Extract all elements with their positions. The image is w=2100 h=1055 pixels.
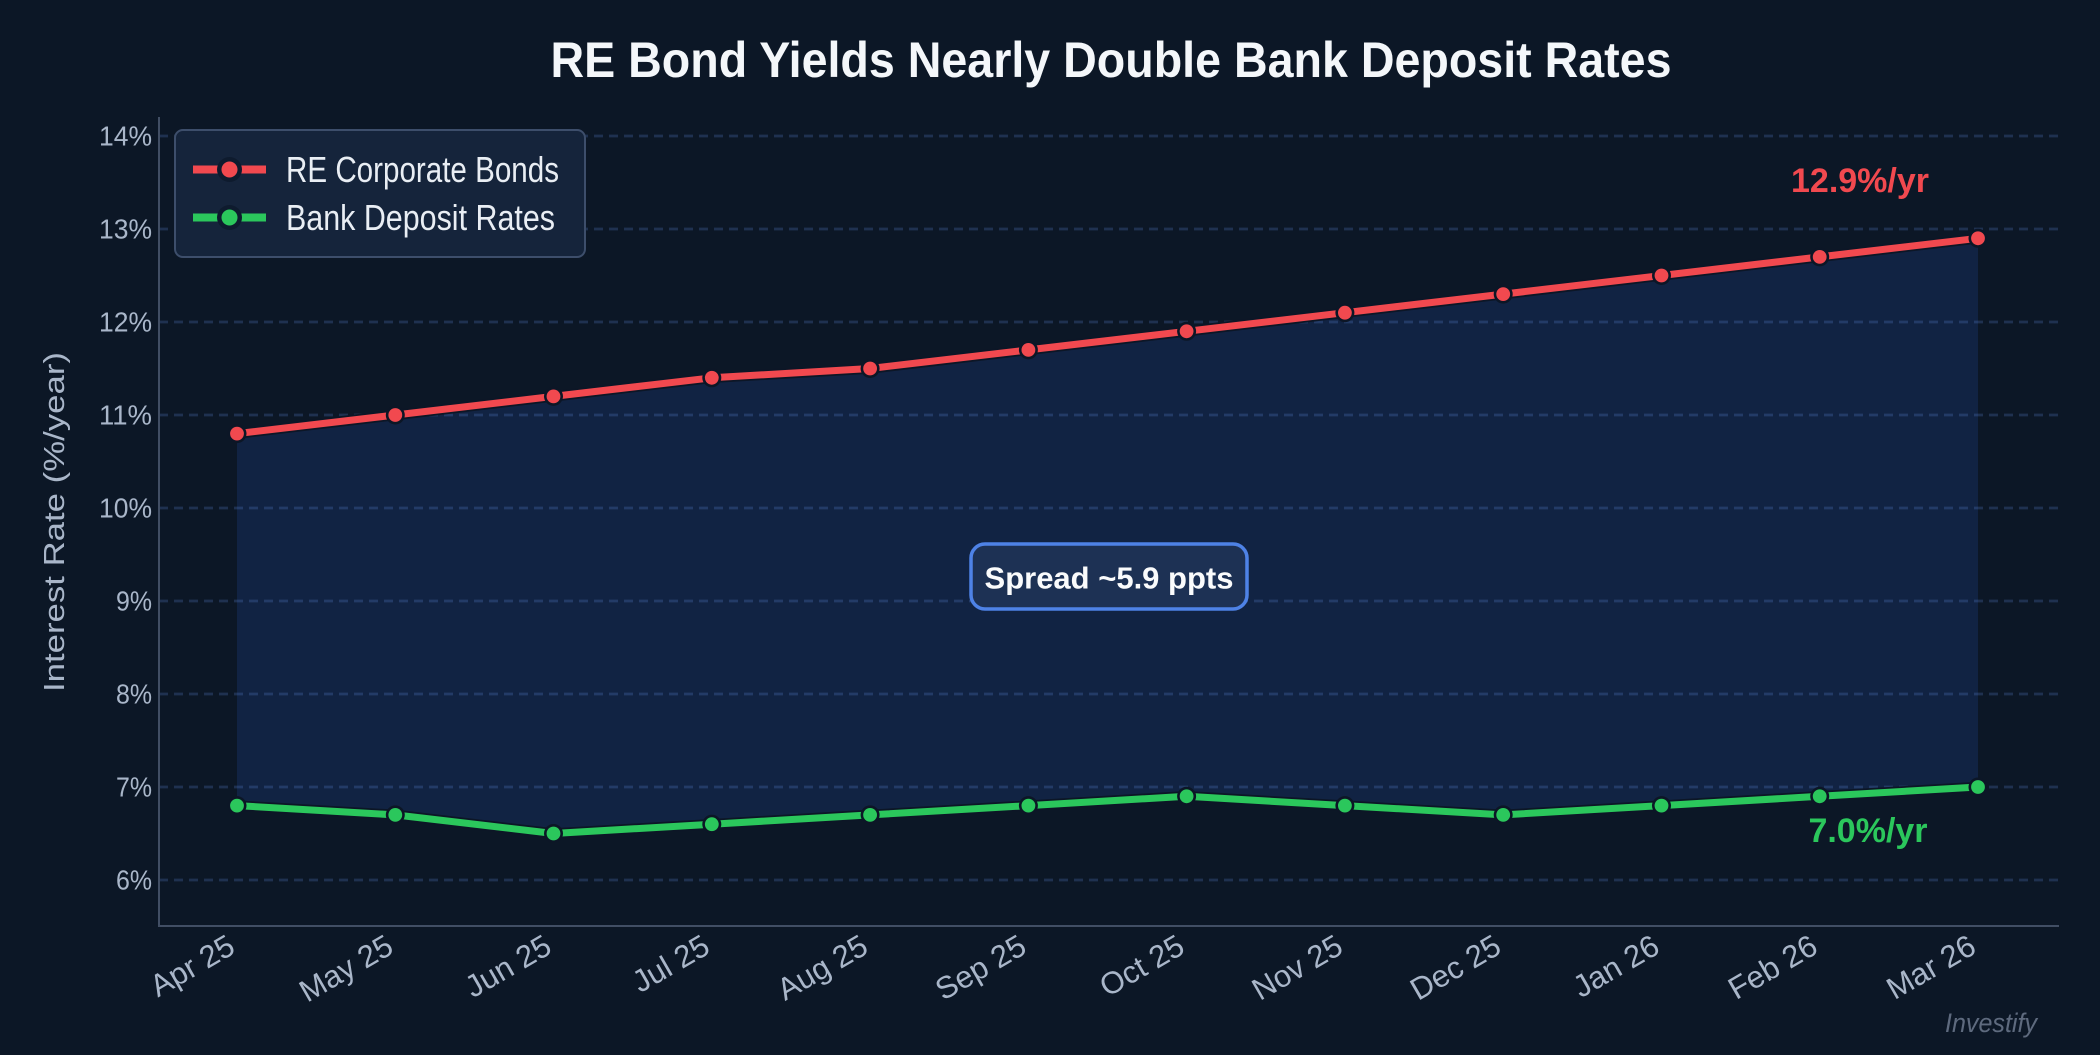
svg-text:8%: 8% bbox=[116, 679, 152, 710]
svg-text:Investify: Investify bbox=[1945, 1008, 2038, 1038]
svg-text:12%: 12% bbox=[99, 307, 152, 338]
svg-text:14%: 14% bbox=[99, 121, 152, 152]
svg-text:Spread ~5.9 ppts: Spread ~5.9 ppts bbox=[985, 561, 1234, 596]
svg-text:13%: 13% bbox=[99, 214, 152, 245]
svg-text:12.9%/yr: 12.9%/yr bbox=[1791, 162, 1929, 200]
svg-text:Interest Rate (%/year): Interest Rate (%/year) bbox=[39, 352, 71, 692]
svg-text:7%: 7% bbox=[116, 772, 152, 803]
svg-text:RE Corporate Bonds: RE Corporate Bonds bbox=[286, 149, 559, 190]
svg-text:Bank Deposit Rates: Bank Deposit Rates bbox=[286, 197, 555, 238]
svg-text:9%: 9% bbox=[116, 586, 152, 617]
svg-text:11%: 11% bbox=[99, 400, 152, 431]
svg-text:7.0%/yr: 7.0%/yr bbox=[1808, 812, 1927, 850]
svg-text:RE Bond Yields Nearly Double B: RE Bond Yields Nearly Double Bank Deposi… bbox=[551, 32, 1672, 88]
svg-text:6%: 6% bbox=[116, 865, 152, 896]
svg-text:10%: 10% bbox=[99, 493, 152, 524]
